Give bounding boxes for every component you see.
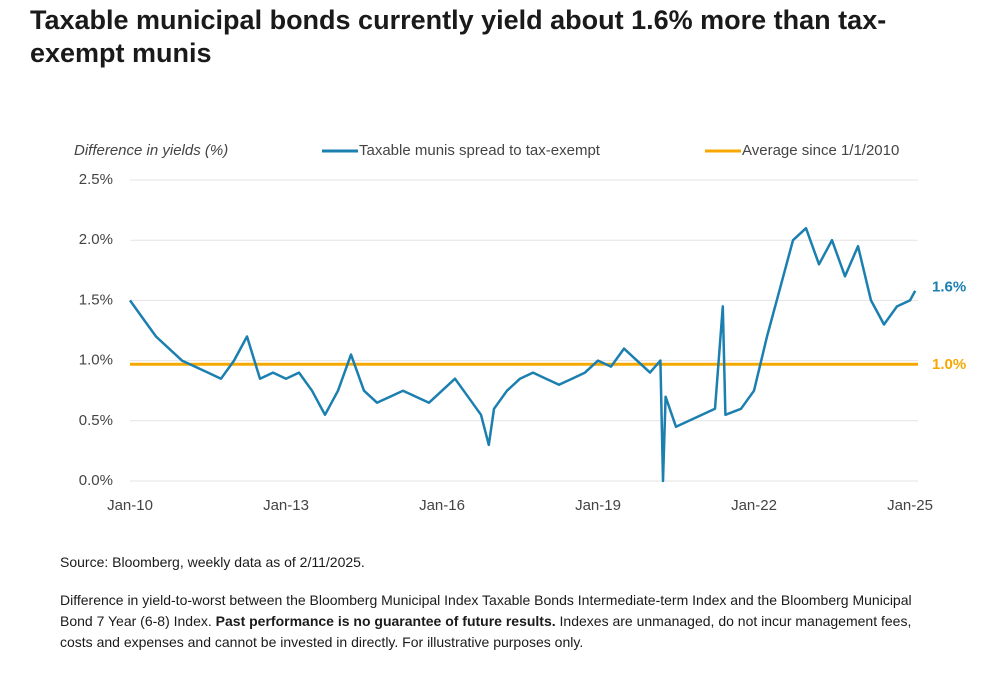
x-tick-label: Jan-13 [263, 497, 309, 514]
end-label: 1.6% [932, 279, 966, 296]
chart-title: Taxable municipal bonds currently yield … [30, 5, 887, 68]
chart: 0.0% 0.5% 1.0% 1.5% 2.0% 2.5% Jan-10 Jan-13 Jan-… [74, 142, 966, 514]
legend-label: Taxable munis spread to tax-exempt [359, 142, 601, 159]
source: Source: Bloomberg, weekly data as of 2/1… [60, 554, 365, 570]
y-axis-label: Difference in yields (%) [74, 142, 228, 159]
reference-label: 1.0% [932, 356, 966, 373]
note: Difference in yield-to-worst between the… [60, 590, 930, 653]
x-tick-label: Jan-16 [419, 497, 465, 514]
note-bold: Past performance is no guarantee of futu… [215, 613, 556, 629]
note-text: Indexes are unmanaged, do not incur mana… [60, 613, 912, 650]
legend-label: Average since 1/1/2010 [742, 142, 899, 159]
y-tick-label: 2.0% [79, 231, 113, 248]
y-tick-label: 0.0% [79, 472, 113, 489]
x-tick-label: Jan-10 [107, 497, 153, 514]
x-tick-label: Jan-19 [575, 497, 621, 514]
y-tick-label: 0.5% [79, 412, 113, 429]
x-tick-label: Jan-25 [887, 497, 933, 514]
data-line [128, 226, 917, 483]
x-tick-label: Jan-22 [731, 497, 777, 514]
y-tick-label: 2.5% [79, 171, 113, 188]
note-text: Difference in yield-to-worst between the… [60, 592, 912, 629]
y-tick-label: 1.5% [79, 291, 113, 308]
y-tick-label: 1.0% [79, 352, 113, 369]
